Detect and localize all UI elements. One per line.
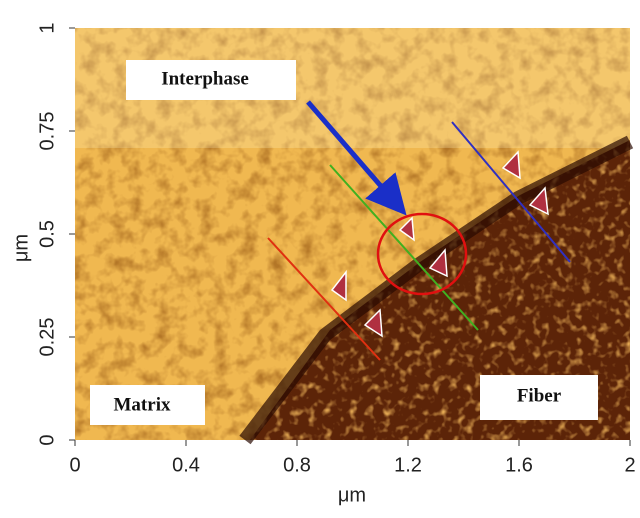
afm-figure: Interphase Matrix Fiber μm μm 0 0.4 0.8 1.2… bbox=[0, 0, 640, 518]
y-axis-label: μm bbox=[10, 234, 32, 262]
y-tick-label: 0 bbox=[36, 434, 58, 445]
x-tick-label: 0.8 bbox=[283, 454, 311, 476]
x-tick-label: 1.2 bbox=[394, 454, 422, 476]
y-tick-label: 0.5 bbox=[36, 220, 58, 248]
x-tick-label: 1.6 bbox=[505, 454, 533, 476]
x-tick-label: 2 bbox=[624, 454, 635, 476]
x-tick-label: 0 bbox=[69, 454, 80, 476]
x-axis-label: μm bbox=[338, 484, 366, 506]
x-tick-label: 0.4 bbox=[172, 454, 200, 476]
annotation: Fiber bbox=[517, 385, 562, 406]
annotation: Matrix bbox=[114, 394, 171, 415]
annotation: Interphase bbox=[161, 68, 249, 89]
y-tick-label: 1 bbox=[36, 22, 58, 33]
y-tick-label: 0.25 bbox=[36, 318, 58, 357]
y-tick-label: 0.75 bbox=[36, 112, 58, 151]
page: Interphase Matrix Fiber μm μm 0 0.4 0.8 1.2… bbox=[0, 0, 640, 518]
